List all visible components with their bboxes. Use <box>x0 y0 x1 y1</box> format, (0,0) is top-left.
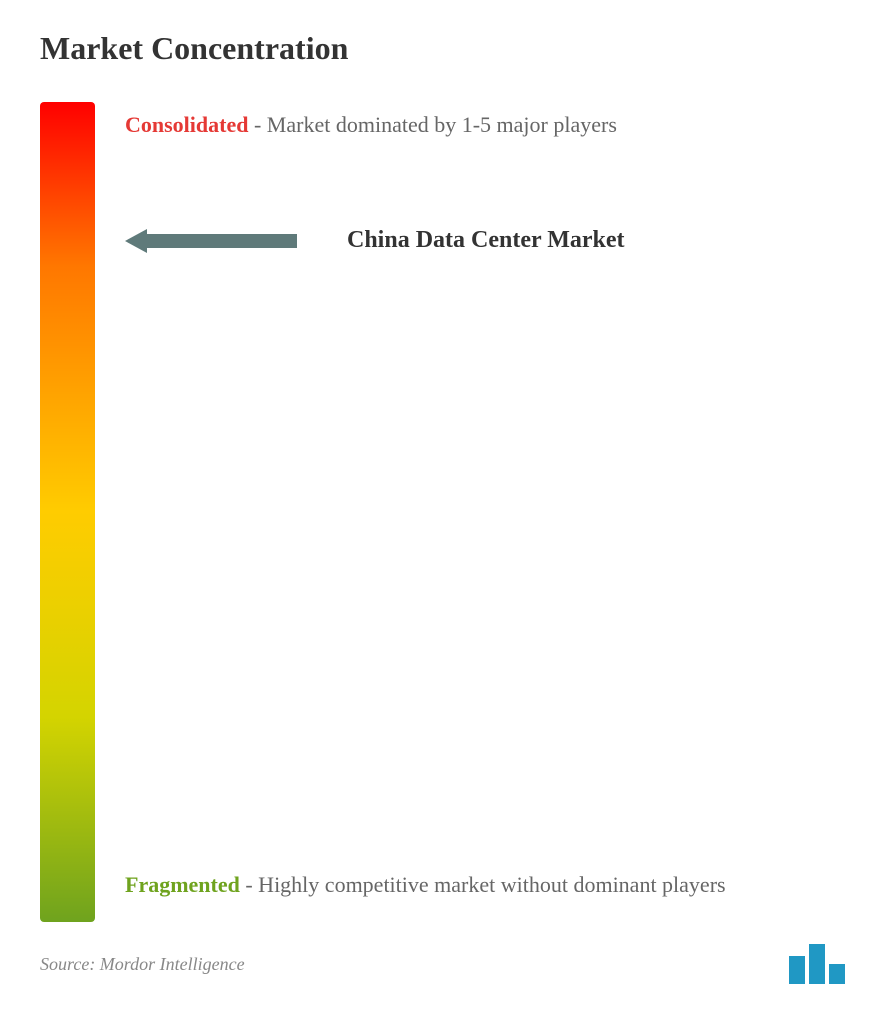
logo-bar-icon <box>809 944 825 984</box>
content-area: Consolidated - Market dominated by 1-5 m… <box>40 102 845 922</box>
market-label: China Data Center Market <box>347 227 625 254</box>
page-title: Market Concentration <box>40 30 845 67</box>
logo-bar-icon <box>789 956 805 984</box>
fragmented-text: - Highly competitive market without domi… <box>245 872 725 897</box>
descriptions-column: Consolidated - Market dominated by 1-5 m… <box>125 102 845 922</box>
market-pointer-row: China Data Center Market <box>125 227 625 254</box>
fragmented-keyword: Fragmented <box>125 872 240 897</box>
footer: Source: Mordor Intelligence <box>40 944 845 984</box>
concentration-gradient-bar <box>40 102 95 922</box>
source-attribution: Source: Mordor Intelligence <box>40 954 245 975</box>
arrow-head-icon <box>125 229 147 253</box>
consolidated-description: Consolidated - Market dominated by 1-5 m… <box>125 107 845 142</box>
arrow-left-icon <box>125 229 297 253</box>
mordor-logo-icon <box>789 944 845 984</box>
logo-bar-icon <box>829 964 845 984</box>
fragmented-description: Fragmented - Highly competitive market w… <box>125 867 845 902</box>
arrow-shaft-icon <box>147 234 297 248</box>
consolidated-keyword: Consolidated <box>125 112 248 137</box>
consolidated-text: - Market dominated by 1-5 major players <box>254 112 617 137</box>
